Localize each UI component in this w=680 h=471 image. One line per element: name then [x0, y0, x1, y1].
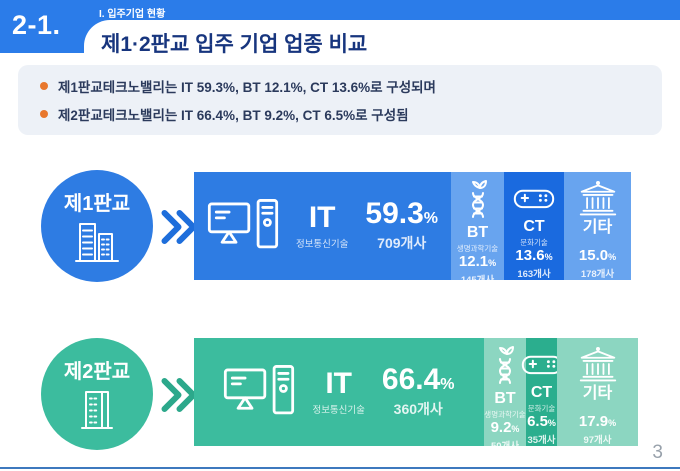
- bullet-item: 제2판교테크노밸리는 IT 66.4%, BT 9.2%, CT 6.5%로 구…: [40, 104, 640, 124]
- segment-sublabel: 정보통신기술: [312, 404, 365, 416]
- title-panel: [84, 20, 680, 64]
- segment-label: IT: [308, 200, 336, 234]
- computer-icon: [207, 199, 279, 249]
- building-icon: [81, 391, 113, 429]
- pangyo2-badge: 제2판교: [41, 338, 153, 450]
- segment-percent: 59.3%: [365, 197, 439, 230]
- segment-label: 기타: [582, 219, 613, 237]
- summary-panel: 제1판교테크노밸리는 IT 59.3%, BT 12.1%, CT 13.6%로…: [18, 65, 662, 135]
- icon-box: [578, 179, 618, 218]
- bank-icon: [579, 346, 616, 381]
- bottom-border-line: [0, 467, 680, 469]
- segment-percent: 6.5%: [527, 412, 556, 430]
- icon-box: [490, 345, 520, 389]
- segment-bt: BT 생명과학기술 9.2% 50개사: [484, 338, 526, 452]
- segment-percent: 17.9%: [578, 412, 617, 430]
- segment-label: CT: [530, 383, 553, 401]
- segment-ct: CT 문화기술 13.6% 163개사: [504, 172, 564, 280]
- segment-label: 기타: [582, 385, 613, 403]
- buildings-icon: [75, 223, 119, 262]
- segment-label: BT: [494, 390, 516, 407]
- gamepad-icon: [513, 189, 555, 209]
- page-number: 3: [652, 442, 663, 463]
- bank-icon: [579, 180, 616, 215]
- segment-count: 97개사: [583, 435, 612, 446]
- segment-count: 35개사: [527, 435, 556, 446]
- it-number-block: 66.4% 360개사: [382, 365, 455, 419]
- segment-count: 50개사: [490, 441, 520, 453]
- segment-etc: 기타 17.9% 97개사: [557, 338, 638, 446]
- computer-icon: [224, 365, 295, 415]
- dna-icon: [471, 180, 487, 218]
- pangyo1-bar: IT 정보통신기술 59.3% 709개사 BT 생명과학기술 12.1%: [194, 172, 631, 286]
- pangyo2-bar: IT 정보통신기술 66.4% 360개사 BT 생명과학기술 9.2%: [194, 338, 638, 452]
- segment-count: 178개사: [580, 269, 615, 280]
- segment-count: 709개사: [377, 235, 427, 251]
- icon-box: [578, 345, 618, 384]
- segment-percent: 66.4%: [381, 363, 455, 396]
- icon-box: [463, 179, 493, 223]
- segment-bt: BT 생명과학기술 12.1% 145개사: [451, 172, 504, 286]
- segment-label: CT: [523, 217, 545, 235]
- segment-sublabel: 문화기술: [527, 403, 556, 413]
- segment-count: 145개사: [460, 275, 495, 287]
- segment-label: BT: [466, 224, 489, 241]
- icon-box: [513, 179, 555, 217]
- double-chevron-icon: [161, 378, 197, 412]
- segment-it: IT 정보통신기술 66.4% 360개사: [194, 338, 484, 446]
- segment-percent: 15.0%: [578, 246, 617, 264]
- bullet-dot: [40, 110, 48, 118]
- section-label: I. 입주기업 현황: [99, 9, 166, 20]
- it-number-block: 59.3% 709개사: [365, 199, 438, 253]
- dna-icon: [499, 346, 514, 384]
- segment-etc: 기타 15.0% 178개사: [564, 172, 631, 280]
- slide-number: 2-1.: [12, 10, 61, 40]
- segment-percent: 9.2%: [490, 418, 520, 436]
- pangyo1-badge: 제1판교: [41, 170, 153, 282]
- bullet-dot: [40, 82, 48, 90]
- pangyo2-label: 제2판교: [63, 361, 131, 383]
- segment-count: 163개사: [517, 269, 551, 280]
- segment-sublabel: 생명과학기술: [484, 409, 526, 419]
- segment-it: IT 정보통신기술 59.3% 709개사: [194, 172, 451, 280]
- segment-count: 360개사: [393, 401, 443, 417]
- segment-label: IT: [325, 366, 353, 400]
- segment-sublabel: 문화기술: [520, 237, 548, 247]
- double-chevron-icon: [161, 210, 197, 244]
- pangyo1-label: 제1판교: [63, 193, 131, 215]
- segment-percent: 12.1%: [458, 252, 497, 270]
- it-label-block: IT 정보통신기술: [312, 366, 365, 416]
- bullet-text: 제1판교테크노밸리는 IT 59.3%, BT 12.1%, CT 13.6%로…: [58, 80, 436, 95]
- segment-percent: 13.6%: [515, 246, 553, 264]
- segment-sublabel: 정보통신기술: [295, 238, 349, 250]
- it-label-block: IT 정보통신기술: [295, 200, 349, 250]
- page-title: 제1·2판교 입주 기업 업종 비교: [101, 33, 368, 56]
- bullet-item: 제1판교테크노밸리는 IT 59.3%, BT 12.1%, CT 13.6%로…: [40, 76, 640, 96]
- segment-sublabel: 생명과학기술: [456, 243, 499, 253]
- bullet-text: 제2판교테크노밸리는 IT 66.4%, BT 9.2%, CT 6.5%로 구…: [58, 108, 409, 123]
- segment-ct: CT 문화기술 6.5% 35개사: [521, 338, 562, 446]
